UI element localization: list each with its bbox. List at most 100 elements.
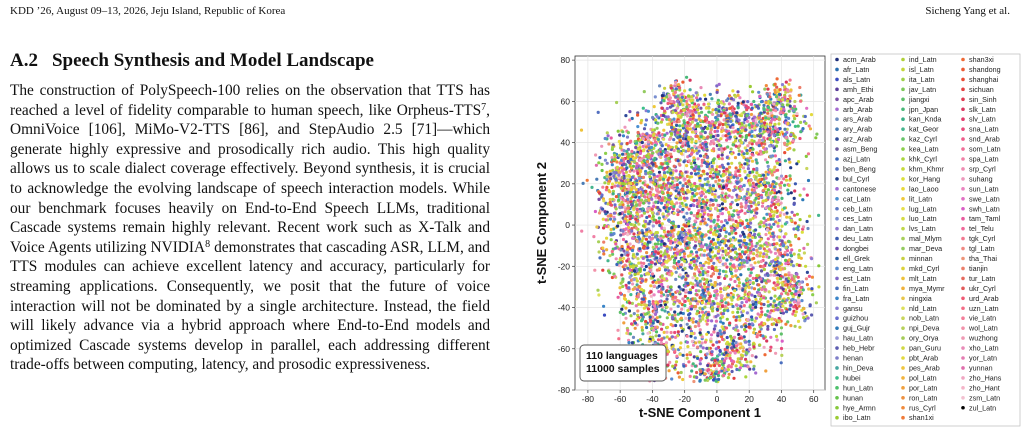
- data-point: [783, 142, 787, 147]
- data-point: [683, 252, 687, 256]
- data-point: [597, 161, 601, 165]
- data-point: [773, 154, 777, 158]
- data-point: [655, 126, 659, 130]
- data-point: [734, 144, 738, 148]
- data-point: [783, 250, 787, 254]
- data-point: [747, 343, 751, 347]
- data-point: [788, 307, 792, 311]
- data-point: [688, 253, 692, 257]
- data-point: [776, 224, 780, 228]
- data-point: [662, 242, 666, 246]
- data-point: [755, 141, 759, 145]
- data-point: [652, 158, 656, 162]
- data-point: [669, 285, 673, 289]
- data-point: [722, 331, 726, 335]
- data-point: [648, 302, 652, 306]
- data-point: [660, 118, 664, 122]
- data-point: [792, 213, 797, 217]
- data-point: [652, 204, 656, 208]
- data-point: [686, 121, 690, 125]
- data-point: [705, 145, 709, 149]
- data-point: [761, 189, 765, 193]
- data-point: [630, 203, 634, 207]
- data-point: [713, 129, 717, 134]
- data-point: [751, 147, 755, 151]
- data-point: [754, 118, 758, 122]
- data-point: [759, 119, 764, 123]
- data-point: [707, 291, 711, 295]
- data-point: [702, 172, 706, 176]
- data-point: [700, 301, 705, 305]
- data-point: [814, 301, 818, 305]
- data-point: [650, 207, 654, 211]
- data-point: [814, 136, 818, 140]
- data-point: [747, 233, 751, 237]
- data-point: [687, 241, 691, 245]
- data-point: [684, 316, 688, 320]
- data-point: [653, 242, 657, 246]
- data-point: [683, 259, 687, 263]
- data-point: [724, 326, 729, 330]
- data-point: [638, 247, 642, 251]
- data-point: [747, 204, 751, 209]
- data-point: [735, 257, 739, 262]
- data-point: [665, 260, 669, 264]
- data-point: [685, 211, 689, 215]
- data-point: [700, 205, 704, 209]
- data-point: [635, 141, 639, 145]
- data-point: [653, 306, 657, 311]
- data-point: [711, 343, 715, 347]
- data-point: [642, 306, 646, 310]
- data-point: [773, 122, 777, 126]
- data-point: [711, 266, 715, 270]
- data-point: [709, 219, 713, 223]
- data-point: [620, 253, 624, 257]
- data-point: [629, 314, 633, 318]
- data-point: [727, 194, 731, 198]
- data-point: [666, 151, 670, 155]
- data-point: [726, 309, 730, 313]
- data-point: [738, 234, 743, 238]
- data-point: [634, 226, 638, 230]
- data-point: [741, 349, 745, 353]
- header-authors: Sicheng Yang et al.: [925, 5, 1010, 17]
- data-point: [610, 249, 614, 254]
- data-point: [704, 243, 708, 247]
- data-point: [631, 335, 636, 339]
- data-point: [786, 279, 790, 283]
- data-point: [743, 118, 747, 122]
- data-point: [665, 161, 669, 165]
- data-point: [603, 136, 607, 141]
- data-point: [755, 207, 759, 211]
- data-point: [649, 237, 653, 241]
- data-point: [777, 265, 781, 269]
- data-point: [699, 174, 703, 178]
- data-point: [719, 228, 723, 232]
- data-point: [679, 236, 684, 240]
- data-point: [689, 331, 694, 336]
- data-point: [714, 245, 718, 249]
- data-point: [764, 176, 768, 180]
- data-point: [771, 180, 775, 184]
- data-point: [689, 250, 694, 254]
- data-point: [662, 330, 666, 334]
- data-point: [793, 313, 797, 317]
- data-point: [731, 304, 735, 309]
- data-point: [745, 158, 749, 162]
- data-point: [694, 265, 698, 269]
- footnote-marker[interactable]: 8: [205, 238, 211, 250]
- footnote-marker[interactable]: 7: [481, 101, 487, 113]
- data-point: [805, 106, 809, 110]
- data-point: [752, 248, 756, 252]
- data-point: [698, 279, 702, 283]
- data-point: [719, 360, 723, 364]
- data-point: [671, 168, 675, 173]
- data-point: [714, 116, 718, 120]
- data-point: [686, 141, 690, 145]
- data-point: [602, 313, 607, 317]
- data-point: [791, 120, 795, 124]
- data-point: [759, 306, 763, 310]
- data-point: [716, 133, 720, 138]
- data-point: [762, 216, 766, 220]
- data-point: [720, 253, 724, 257]
